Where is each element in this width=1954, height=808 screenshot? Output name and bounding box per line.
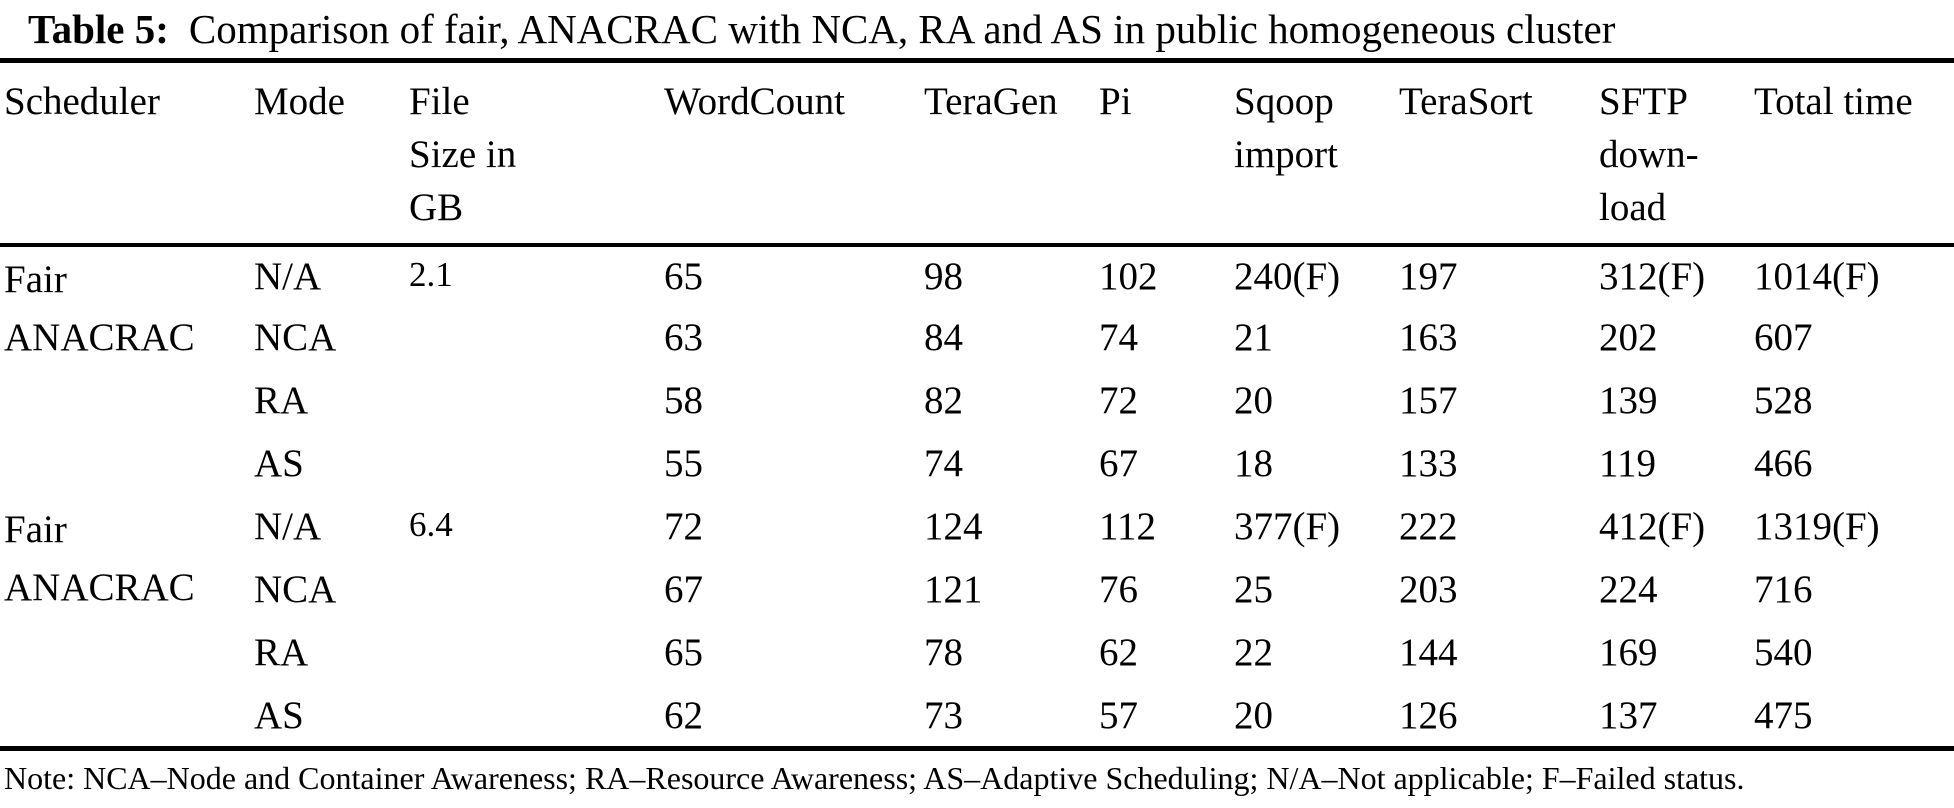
cell-mode: NCA xyxy=(254,567,337,611)
cell-sqoop-import: 18 xyxy=(1234,441,1273,485)
cell-sftp-download: 224 xyxy=(1599,567,1658,611)
cell-mode: RA xyxy=(254,378,309,422)
cell-mode: N/A xyxy=(254,504,322,548)
table-row: Fair ANACRAC N/A 2.1 65 98 102 240(F) 19… xyxy=(0,245,1954,359)
cell-scheduler: Fair ANACRAC xyxy=(4,257,195,359)
col-header-mode: Mode xyxy=(250,60,405,247)
cell-wordcount: 67 xyxy=(664,567,703,611)
cell-mode: RA xyxy=(254,630,309,674)
table-row: NCA 67 121 76 25 203 224 716 xyxy=(0,560,1954,623)
table-row: Fair ANACRAC N/A 6.4 72 124 112 377(F) 2… xyxy=(0,497,1954,609)
cell-wordcount: 63 xyxy=(664,315,703,359)
cell-total-time: 716 xyxy=(1754,567,1813,611)
cell-mode: AS xyxy=(254,441,304,485)
cell-teragen: 82 xyxy=(924,378,963,422)
header-row: Scheduler Mode File Size in GB WordCount… xyxy=(0,60,1954,247)
col-header-wordcount: WordCount xyxy=(660,60,920,247)
col-header-sftp-download: SFTP down- load xyxy=(1595,60,1750,247)
cell-scheduler: Fair ANACRAC xyxy=(4,507,195,609)
cell-pi: 72 xyxy=(1099,378,1138,422)
cell-mode: AS xyxy=(254,693,304,737)
table-title-text: Comparison of fair, ANACRAC with NCA, RA… xyxy=(188,6,1616,52)
cell-terasort: 126 xyxy=(1399,693,1458,737)
cell-teragen: 74 xyxy=(924,441,963,485)
cell-pi: 67 xyxy=(1099,441,1138,485)
cell-sftp-download: 139 xyxy=(1599,378,1658,422)
cell-sftp-download: 169 xyxy=(1599,630,1658,674)
results-table: Scheduler Mode File Size in GB WordCount… xyxy=(0,58,1954,752)
cell-wordcount: 65 xyxy=(664,630,703,674)
cell-file-size: 6.4 xyxy=(409,504,453,544)
table-row: RA 65 78 62 22 144 169 540 xyxy=(0,623,1954,686)
cell-terasort: 133 xyxy=(1399,441,1458,485)
cell-pi: 102 xyxy=(1099,254,1158,298)
cell-sqoop-import: 22 xyxy=(1234,630,1273,674)
table-row: NCA 63 84 74 21 163 202 607 xyxy=(0,308,1954,371)
col-header-sqoop-import: Sqoop import xyxy=(1230,60,1395,247)
table-footnote: Note: NCA–Node and Container Awareness; … xyxy=(4,760,1745,797)
cell-wordcount: 65 xyxy=(664,254,703,298)
cell-sqoop-import: 377(F) xyxy=(1234,504,1341,548)
cell-pi: 74 xyxy=(1099,315,1138,359)
cell-sqoop-import: 240(F) xyxy=(1234,254,1341,298)
cell-total-time: 540 xyxy=(1754,630,1813,674)
cell-teragen: 84 xyxy=(924,315,963,359)
col-header-scheduler: Scheduler xyxy=(0,60,250,247)
cell-sqoop-import: 25 xyxy=(1234,567,1273,611)
cell-wordcount: 58 xyxy=(664,378,703,422)
cell-wordcount: 55 xyxy=(664,441,703,485)
cell-teragen: 73 xyxy=(924,693,963,737)
col-header-teragen: TeraGen xyxy=(920,60,1095,247)
cell-terasort: 222 xyxy=(1399,504,1458,548)
cell-teragen: 124 xyxy=(924,504,983,548)
cell-terasort: 163 xyxy=(1399,315,1458,359)
cell-wordcount: 72 xyxy=(664,504,703,548)
cell-sqoop-import: 20 xyxy=(1234,693,1273,737)
cell-pi: 112 xyxy=(1099,504,1157,548)
cell-pi: 57 xyxy=(1099,693,1138,737)
cell-terasort: 157 xyxy=(1399,378,1458,422)
cell-terasort: 203 xyxy=(1399,567,1458,611)
table-row: AS 62 73 57 20 126 137 475 xyxy=(0,686,1954,749)
table-row: RA 58 82 72 20 157 139 528 xyxy=(0,371,1954,434)
cell-teragen: 98 xyxy=(924,254,963,298)
table-row: AS 55 74 67 18 133 119 466 xyxy=(0,434,1954,497)
cell-wordcount: 62 xyxy=(664,693,703,737)
cell-terasort: 144 xyxy=(1399,630,1458,674)
col-header-pi: Pi xyxy=(1095,60,1230,247)
cell-pi: 76 xyxy=(1099,567,1138,611)
cell-sftp-download: 312(F) xyxy=(1599,254,1706,298)
cell-sftp-download: 412(F) xyxy=(1599,504,1706,548)
cell-sqoop-import: 21 xyxy=(1234,315,1273,359)
cell-terasort: 197 xyxy=(1399,254,1458,298)
cell-total-time: 1319(F) xyxy=(1754,504,1880,548)
cell-teragen: 78 xyxy=(924,630,963,674)
cell-file-size: 2.1 xyxy=(409,254,453,294)
cell-total-time: 466 xyxy=(1754,441,1813,485)
table-number-label: Table 5: xyxy=(28,6,169,52)
cell-sqoop-import: 20 xyxy=(1234,378,1273,422)
col-header-terasort: TeraSort xyxy=(1395,60,1595,247)
cell-pi: 62 xyxy=(1099,630,1138,674)
cell-total-time: 528 xyxy=(1754,378,1813,422)
cell-mode: N/A xyxy=(254,254,322,298)
cell-total-time: 1014(F) xyxy=(1754,254,1880,298)
cell-sftp-download: 119 xyxy=(1599,441,1657,485)
col-header-file-size: File Size in GB xyxy=(405,60,660,247)
cell-total-time: 607 xyxy=(1754,315,1813,359)
col-header-total-time: Total time xyxy=(1750,60,1954,247)
cell-teragen: 121 xyxy=(924,567,983,611)
cell-mode: NCA xyxy=(254,315,337,359)
cell-sftp-download: 137 xyxy=(1599,693,1658,737)
cell-sftp-download: 202 xyxy=(1599,315,1658,359)
table-title: Table 5: Comparison of fair, ANACRAC with… xyxy=(0,0,1954,58)
cell-total-time: 475 xyxy=(1754,693,1813,737)
